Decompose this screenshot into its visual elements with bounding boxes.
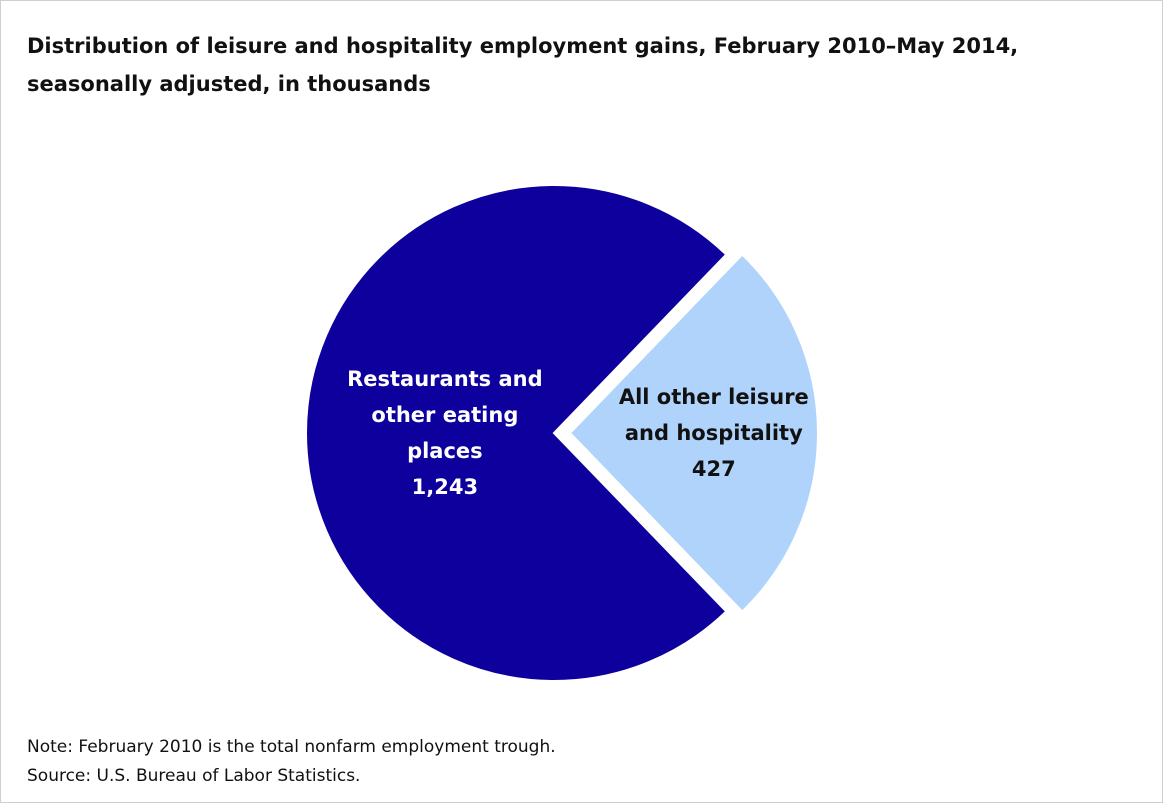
slice-category: All other leisure and hospitality <box>618 385 809 445</box>
slice-category: Restaurants and other eating places <box>347 367 543 463</box>
slice-label: All other leisure and hospitality 427 <box>614 379 814 487</box>
slice-label: Restaurants and other eating places 1,243 <box>340 361 550 505</box>
slice-value: 1,243 <box>411 475 479 499</box>
note: Note: February 2010 is the total nonfarm… <box>27 737 556 757</box>
pie-slice <box>568 253 819 613</box>
source: Source: U.S. Bureau of Labor Statistics. <box>27 766 361 786</box>
pie-slice <box>305 184 728 682</box>
slice-value: 427 <box>691 457 736 481</box>
chart-title: Distribution of leisure and hospitality … <box>27 34 1019 96</box>
